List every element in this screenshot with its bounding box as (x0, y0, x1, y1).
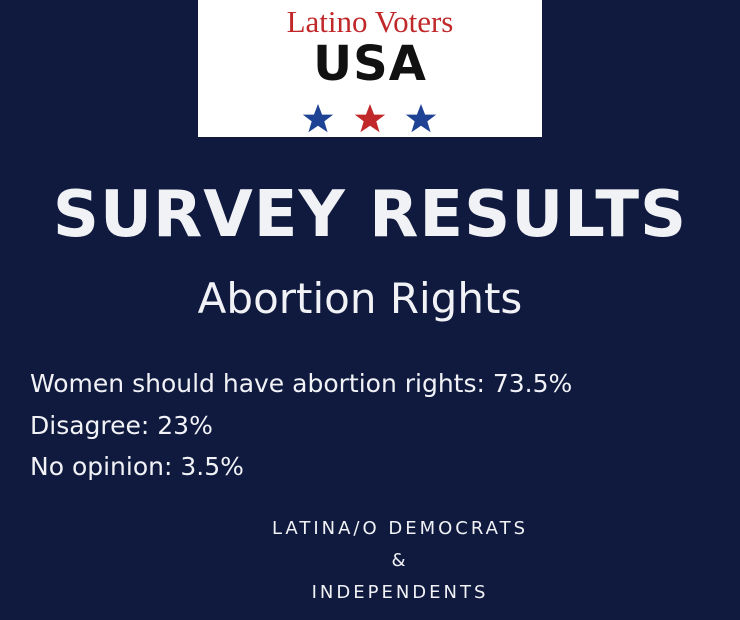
logo-top-text: Latino Voters (286, 4, 454, 39)
logo-box: Latino Voters USA (198, 0, 542, 137)
logo-main-text: USA (313, 36, 427, 92)
footer-line: INDEPENDENTS (311, 582, 489, 603)
result-line: No opinion: 3.5% (30, 452, 244, 481)
star (405, 104, 437, 133)
result-line: Disagree: 23% (30, 411, 213, 440)
subtitle: Abortion Rights (197, 274, 523, 323)
title: SURVEY RESULTS (52, 178, 688, 252)
logo-stars (302, 104, 437, 133)
star (354, 104, 386, 133)
star (302, 104, 334, 133)
footer-line: LATINA/O DEMOCRATS (271, 518, 528, 539)
result-line: Women should have abortion rights: 73.5% (30, 369, 573, 398)
footer-line: & (391, 550, 409, 571)
